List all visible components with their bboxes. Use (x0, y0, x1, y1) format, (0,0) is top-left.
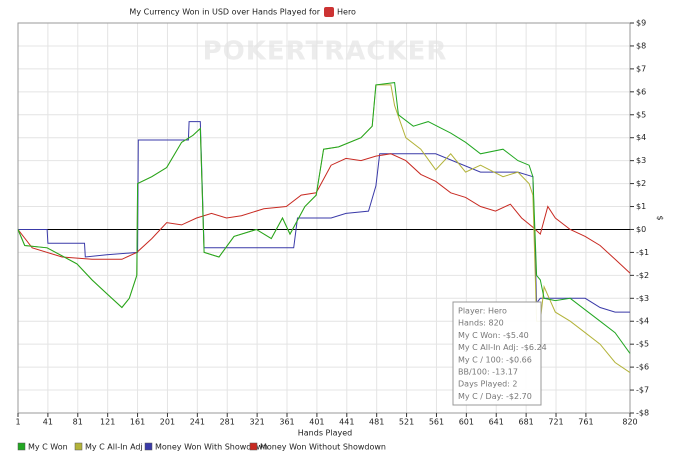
tooltip-line: My C Won: -$5.40 (458, 331, 529, 340)
x-tick-label: 281 (220, 418, 235, 427)
x-tick-label: 761 (578, 418, 593, 427)
y-tick-label: $7 (636, 64, 646, 73)
x-tick-label: 681 (518, 418, 533, 427)
x-tick-label: 820 (622, 418, 637, 427)
y-tick-label: -$4 (636, 317, 649, 326)
y-tick-label: $9 (636, 19, 646, 28)
legend-swatch (249, 442, 258, 451)
y-tick-label: $3 (636, 156, 646, 165)
x-tick-label: 521 (399, 418, 414, 427)
legend-label: Money Won With Showdown (155, 443, 268, 452)
x-tick-label: 161 (130, 418, 145, 427)
y-tick-label: -$3 (636, 294, 649, 303)
x-tick-label: 81 (73, 418, 83, 427)
x-tick-label: 601 (459, 418, 474, 427)
tooltip-box (452, 301, 542, 406)
x-tick-label: 121 (100, 418, 115, 427)
x-tick-label: 361 (279, 418, 294, 427)
series-line (17, 82, 631, 354)
y-tick-label: $8 (636, 41, 646, 50)
y-tick-label: -$1 (636, 248, 649, 257)
y-tick-label: -$8 (636, 409, 649, 418)
x-tick-label: 561 (429, 418, 444, 427)
y-axis-label: $ (656, 215, 665, 220)
y-tick-label: $2 (636, 179, 646, 188)
tooltip-line: BB/100: -13.17 (458, 368, 518, 377)
tooltip-line: My C / 100: -$0.66 (458, 355, 532, 364)
legend-swatch (74, 442, 83, 451)
tooltip-line: My C / Day: -$2.70 (458, 392, 532, 401)
y-tick-label: $0 (636, 225, 646, 234)
series-line (18, 121, 630, 313)
legend-label: Money Won Without Showdown (260, 443, 386, 452)
x-tick-label: 441 (339, 418, 354, 427)
y-tick-label: -$6 (636, 363, 649, 372)
tooltip-line: My C All-In Adj: -$6.24 (458, 343, 547, 352)
y-tick-label: $5 (636, 110, 646, 119)
tooltip-line: Hands: 820 (458, 319, 504, 328)
legend-swatch (144, 442, 153, 451)
x-tick-label: 641 (489, 418, 504, 427)
legend-swatch (17, 442, 26, 451)
watermark: POKERTRACKER (203, 37, 448, 67)
x-tick-label: 201 (160, 418, 175, 427)
tooltip-line: Player: Hero (458, 307, 507, 316)
legend-label: My C Won (28, 443, 68, 452)
x-tick-label: 721 (548, 418, 563, 427)
x-axis-label: Hands Played (298, 429, 352, 438)
plot-border (17, 22, 631, 414)
tooltip-line: Days Played: 2 (458, 380, 518, 389)
y-tick-label: -$7 (636, 386, 649, 395)
x-tick-label: 401 (309, 418, 324, 427)
x-tick-label: 321 (249, 418, 264, 427)
x-tick-label: 41 (43, 418, 53, 427)
y-tick-label: $4 (636, 133, 646, 142)
x-tick-label: 1 (15, 418, 20, 427)
chart-title: My Currency Won in USD over Hands Played… (129, 8, 320, 17)
y-tick-label: $1 (636, 202, 646, 211)
x-tick-label: 241 (190, 418, 205, 427)
player-name: Hero (337, 8, 356, 17)
y-tick-label: -$2 (636, 271, 649, 280)
y-tick-label: -$5 (636, 340, 649, 349)
player-icon (324, 7, 334, 17)
y-tick-label: $6 (636, 87, 646, 96)
x-tick-label: 481 (369, 418, 384, 427)
series-line (17, 153, 631, 274)
legend-label: My C All-In Adj (85, 443, 143, 452)
